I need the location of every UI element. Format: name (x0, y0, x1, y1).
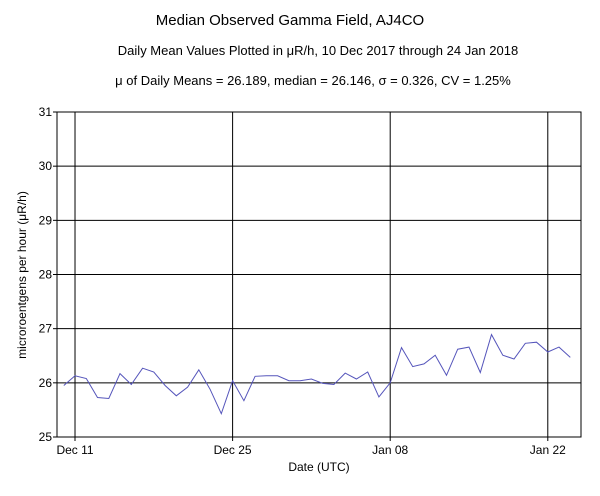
y-tick-label: 25 (39, 430, 53, 444)
data-point (479, 371, 481, 373)
y-tick-label: 31 (39, 105, 53, 119)
data-point (85, 377, 87, 379)
data-point (119, 372, 121, 374)
data-point (299, 380, 301, 382)
data-point (186, 386, 188, 388)
data-point (535, 341, 537, 343)
y-tick-labels: 25 26 27 28 29 30 31 (39, 105, 53, 444)
y-axis-label: microroentgens per hour (μR/h) (15, 191, 29, 359)
data-point (265, 375, 267, 377)
x-tick-label: Dec 11 (56, 443, 93, 457)
data-point (130, 383, 132, 385)
data-point (513, 358, 515, 360)
y-tick-label: 29 (39, 213, 53, 227)
x-tick-labels: Dec 11 Dec 25 Jan 08 Jan 22 (56, 443, 566, 457)
data-point (468, 346, 470, 348)
data-point (389, 382, 391, 384)
data-point (74, 375, 76, 377)
x-tick-label: Jan 08 (372, 443, 408, 457)
data-point (164, 384, 166, 386)
data-point (502, 354, 504, 356)
data-point (344, 372, 346, 374)
data-point (96, 396, 98, 398)
data-point (445, 374, 447, 376)
data-point (254, 375, 256, 377)
data-point (243, 400, 245, 402)
data-point (153, 371, 155, 373)
y-tick-label: 30 (39, 159, 53, 173)
series-line (63, 333, 571, 416)
data-point (378, 396, 380, 398)
x-axis-label: Date (UTC) (288, 460, 349, 474)
data-point (310, 378, 312, 380)
y-tick-label: 28 (39, 268, 53, 282)
data-point (457, 348, 459, 350)
data-point (108, 397, 110, 399)
data-point (63, 384, 65, 386)
data-point (434, 354, 436, 356)
data-point (569, 356, 571, 358)
data-point (558, 346, 560, 348)
data-point (276, 375, 278, 377)
grid (53, 111, 581, 441)
data-point (490, 333, 492, 335)
chart-subtitle: Daily Mean Values Plotted in μR/h, 10 De… (118, 43, 518, 58)
data-point (367, 371, 369, 373)
plot-frame (56, 111, 582, 438)
data-point (175, 395, 177, 397)
data-point (288, 380, 290, 382)
data-point (423, 363, 425, 365)
data-point (412, 365, 414, 367)
data-point (333, 383, 335, 385)
data-point (355, 378, 357, 380)
data-point (198, 369, 200, 371)
chart-title: Median Observed Gamma Field, AJ4CO (156, 12, 424, 29)
data-point (547, 351, 549, 353)
data-point (209, 388, 211, 390)
series-layer (63, 333, 571, 416)
data-point (220, 413, 222, 415)
chart-stats: μ of Daily Means = 26.189, median = 26.1… (115, 73, 511, 88)
x-tick-label: Jan 22 (530, 443, 566, 457)
data-point (231, 380, 233, 382)
x-tick-label: Dec 25 (214, 443, 252, 457)
y-tick-label: 26 (39, 376, 53, 390)
data-point (141, 367, 143, 369)
y-tick-label: 27 (39, 322, 53, 336)
data-point (322, 382, 324, 384)
data-point (524, 342, 526, 344)
data-point (400, 346, 402, 348)
